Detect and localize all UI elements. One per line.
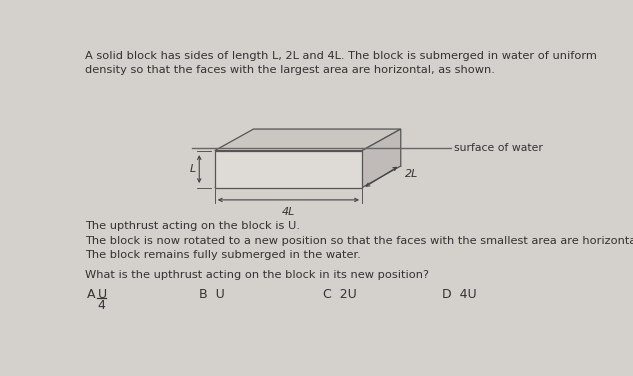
Polygon shape — [362, 129, 401, 188]
Polygon shape — [215, 129, 401, 151]
Polygon shape — [215, 151, 362, 188]
Text: 4L: 4L — [282, 207, 295, 217]
Text: What is the upthrust acting on the block in its new position?: What is the upthrust acting on the block… — [85, 270, 429, 280]
Text: 2L: 2L — [405, 169, 419, 179]
Text: U: U — [97, 288, 107, 302]
Text: 4: 4 — [97, 299, 106, 312]
Text: D  4U: D 4U — [442, 288, 477, 302]
Text: B  U: B U — [199, 288, 225, 302]
Text: The upthrust acting on the block is U.: The upthrust acting on the block is U. — [85, 221, 300, 231]
Text: C  2U: C 2U — [323, 288, 357, 302]
Text: The block is now rotated to a new position so that the faces with the smallest a: The block is now rotated to a new positi… — [85, 236, 633, 261]
Text: A solid block has sides of length L, 2L and 4L. The block is submerged in water : A solid block has sides of length L, 2L … — [85, 51, 597, 75]
Text: L: L — [190, 164, 196, 174]
Text: A: A — [87, 288, 96, 302]
Text: surface of water: surface of water — [454, 143, 543, 153]
